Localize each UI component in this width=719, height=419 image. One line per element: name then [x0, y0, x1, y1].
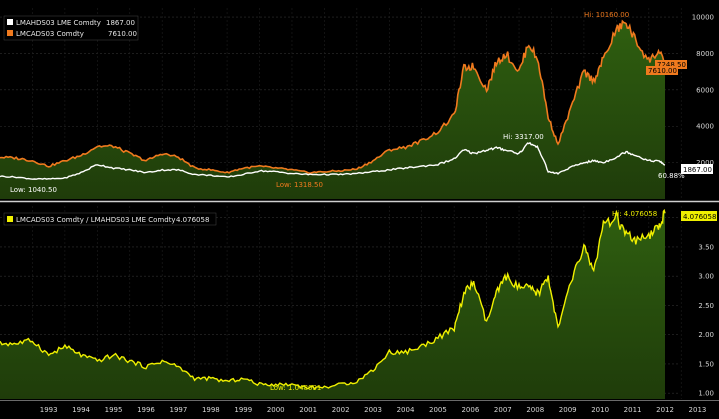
- x-tick-label: 2004: [397, 406, 415, 414]
- y-tick-label: 2.00: [698, 331, 714, 339]
- top-legend: LMAHDS03 LME Comdty 1867.00 LMCADS03 Com…: [3, 15, 139, 41]
- x-tick-label: 1997: [170, 406, 188, 414]
- last-aluminum-value: 1867.00: [683, 166, 712, 174]
- legend-swatch-aluminum: [7, 19, 13, 25]
- last-aluminum-pct: 60.88%: [658, 172, 685, 180]
- hi-ratio-label: Hi: 4.076058: [612, 210, 657, 218]
- x-tick-label: 2005: [429, 406, 447, 414]
- ratio-area: [0, 210, 665, 399]
- legend-aluminum-value: 1867.00: [106, 19, 135, 27]
- last-copper-avg-value: 7248.50: [657, 61, 686, 69]
- y-tick-label: 3.00: [698, 273, 714, 281]
- legend-ratio-value: 4.076058: [176, 216, 209, 224]
- top-y-axis: 2000 4000 6000 8000 10000: [692, 14, 714, 168]
- y-tick-label: 8000: [696, 50, 714, 58]
- legend-aluminum-label: LMAHDS03 LME Comdty: [16, 19, 101, 27]
- last-ratio-value: 4.076058: [683, 213, 716, 221]
- x-tick-label: 1995: [105, 406, 123, 414]
- legend-copper-label: LMCADS03 Comdty: [16, 30, 84, 38]
- x-tick-label: 2011: [624, 406, 642, 414]
- y-tick-label: 3.50: [698, 243, 714, 251]
- hi-copper-label: Hi: 10160.00: [584, 11, 629, 19]
- x-tick-label: 1999: [234, 406, 252, 414]
- last-copper-tag: [646, 66, 678, 75]
- legend-swatch-ratio: [7, 216, 13, 222]
- last-aluminum-tag: [681, 164, 713, 174]
- low-copper-label: Low: 1318.50: [276, 181, 323, 189]
- y-tick-label: 6000: [696, 86, 714, 94]
- x-tick-label: 2008: [526, 406, 544, 414]
- last-ratio-tag: [681, 211, 717, 221]
- x-tick-label: 2000: [267, 406, 285, 414]
- x-tick-label: 1993: [40, 406, 58, 414]
- x-tick-label: 2006: [461, 406, 479, 414]
- top-panel: 2000 4000 6000 8000 10000 LMAHDS03 LME Comdt…: [0, 0, 714, 200]
- x-axis-band: [0, 400, 719, 419]
- x-tick-label: 1998: [202, 406, 220, 414]
- bottom-legend: LMCADS03 Comdty / LMAHDS03 LME Comdty 4.…: [3, 212, 217, 226]
- x-tick-label: 1994: [72, 406, 90, 414]
- x-tick-label: 2001: [299, 406, 317, 414]
- y-tick-label: 1.00: [698, 390, 714, 398]
- low-ratio-label: Low: 1.048091: [270, 384, 321, 392]
- copper-line: [0, 19, 666, 175]
- x-tick-label: 1996: [137, 406, 155, 414]
- y-tick-label: 10000: [692, 14, 714, 22]
- y-tick-label: 4000: [696, 123, 714, 131]
- x-axis: 1993 1994 1995 1996 1997 1998 1999 2000 2001 2002…: [40, 406, 707, 414]
- aluminum-line: [0, 141, 666, 180]
- bottom-y-axis: 1.001.502.002.503.003.504.00: [698, 214, 714, 397]
- x-tick-label: 2013: [689, 406, 707, 414]
- legend-ratio-label: LMCADS03 Comdty / LMAHDS03 LME Comdty: [16, 216, 176, 224]
- y-tick-label: 2.50: [698, 302, 714, 310]
- x-tick-label: 2010: [591, 406, 609, 414]
- ratio-line: [0, 208, 666, 390]
- bottom-panel: 1.001.502.002.503.003.504.00 LMCADS03 Co…: [0, 206, 717, 399]
- y-tick-label: 2000: [696, 159, 714, 167]
- bottom-legend-box: [3, 212, 217, 226]
- x-tick-label: 2009: [559, 406, 577, 414]
- x-tick-label: 2002: [332, 406, 350, 414]
- x-tick-label: 2012: [656, 406, 674, 414]
- top-legend-box: [3, 15, 139, 41]
- legend-swatch-copper: [7, 30, 13, 36]
- y-tick-label: 1.50: [698, 360, 714, 368]
- x-tick-label: 2007: [494, 406, 512, 414]
- last-copper-avg-tag: [655, 60, 687, 69]
- legend-copper-value: 7610.00: [108, 30, 137, 38]
- low-aluminum-label: Low: 1040.50: [10, 186, 57, 194]
- last-copper-value: 7610.00: [648, 67, 677, 75]
- x-tick-label: 2003: [364, 406, 382, 414]
- hi-aluminum-label: Hi: 3317.00: [503, 133, 544, 141]
